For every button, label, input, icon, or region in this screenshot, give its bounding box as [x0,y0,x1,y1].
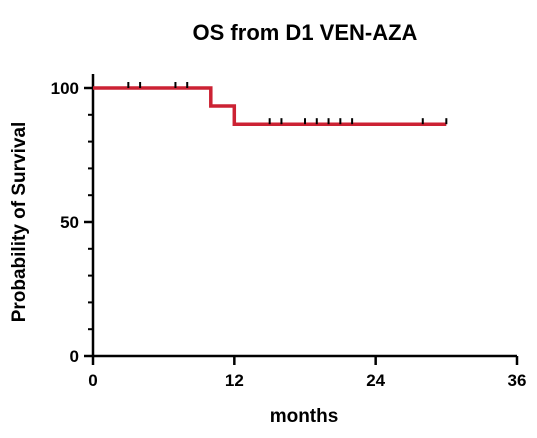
x-axis-label: months [270,406,339,427]
censor-marks [127,82,448,125]
chart-title: OS from D1 VEN-AZA [193,20,418,45]
x-tick-label: 24 [366,371,385,390]
survival-curve [93,86,447,126]
y-tick-label: 0 [70,347,79,366]
x-tick-label: 0 [88,371,97,390]
y-axis-label: Probability of Survival [9,122,30,323]
axes [91,74,517,358]
y-tick-label: 50 [60,213,79,232]
x-tick-label: 12 [225,371,244,390]
ticks: 0 50 100 0 12 24 36 [51,79,527,390]
series-group [93,86,447,126]
x-tick-label: 36 [508,371,527,390]
y-tick-label: 100 [51,79,79,98]
